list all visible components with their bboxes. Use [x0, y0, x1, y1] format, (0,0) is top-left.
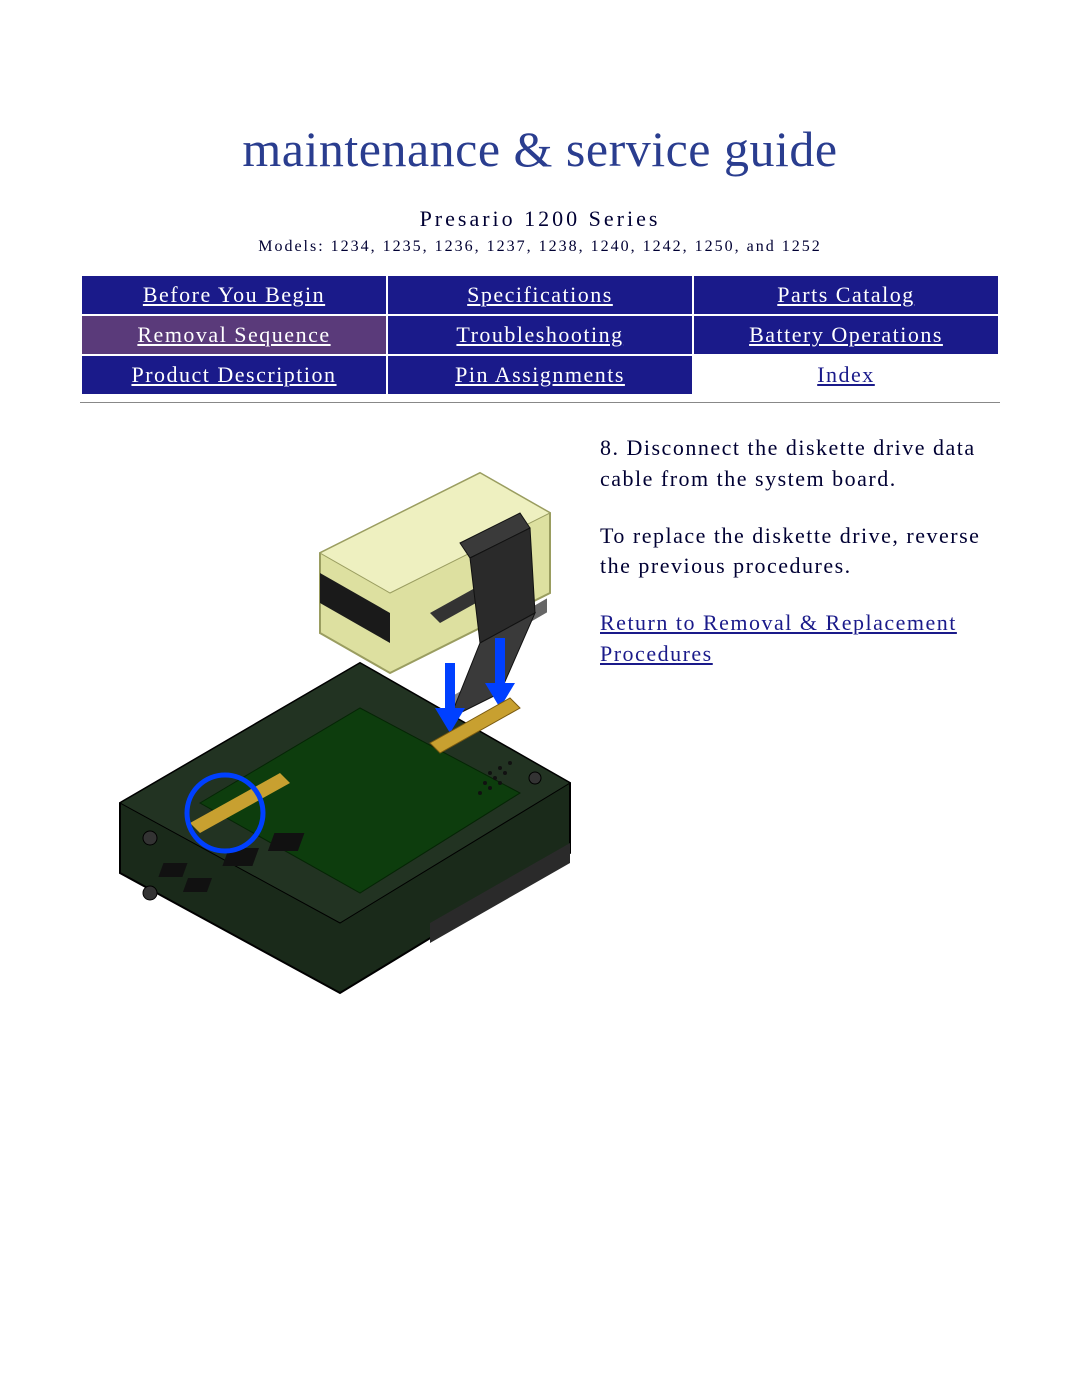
- diskette-drive-diagram: [80, 433, 580, 1013]
- nav-table: Before You Begin Specifications Parts Ca…: [80, 274, 1000, 396]
- return-link[interactable]: Return to Removal & Replacement Procedur…: [600, 610, 957, 666]
- diagram-column: [80, 433, 580, 1018]
- nav-parts-catalog[interactable]: Parts Catalog: [693, 275, 999, 315]
- page-title: maintenance & service guide: [80, 120, 1000, 178]
- instruction-column: 8. Disconnect the diskette drive data ca…: [600, 433, 1000, 1018]
- content-row: 8. Disconnect the diskette drive data ca…: [80, 433, 1000, 1018]
- nav-battery-operations[interactable]: Battery Operations: [693, 315, 999, 355]
- step-text: 8. Disconnect the diskette drive data ca…: [600, 433, 1000, 495]
- nav-product-description[interactable]: Product Description: [81, 355, 387, 395]
- nav-removal-sequence[interactable]: Removal Sequence: [81, 315, 387, 355]
- nav-index[interactable]: Index: [693, 355, 999, 395]
- models-list: Models: 1234, 1235, 1236, 1237, 1238, 12…: [80, 238, 1000, 256]
- divider: [80, 402, 1000, 403]
- nav-pin-assignments[interactable]: Pin Assignments: [387, 355, 693, 395]
- nav-specifications[interactable]: Specifications: [387, 275, 693, 315]
- nav-troubleshooting[interactable]: Troubleshooting: [387, 315, 693, 355]
- nav-before-you-begin[interactable]: Before You Begin: [81, 275, 387, 315]
- replace-text: To replace the diskette drive, reverse t…: [600, 521, 1000, 583]
- series-subtitle: Presario 1200 Series: [80, 206, 1000, 232]
